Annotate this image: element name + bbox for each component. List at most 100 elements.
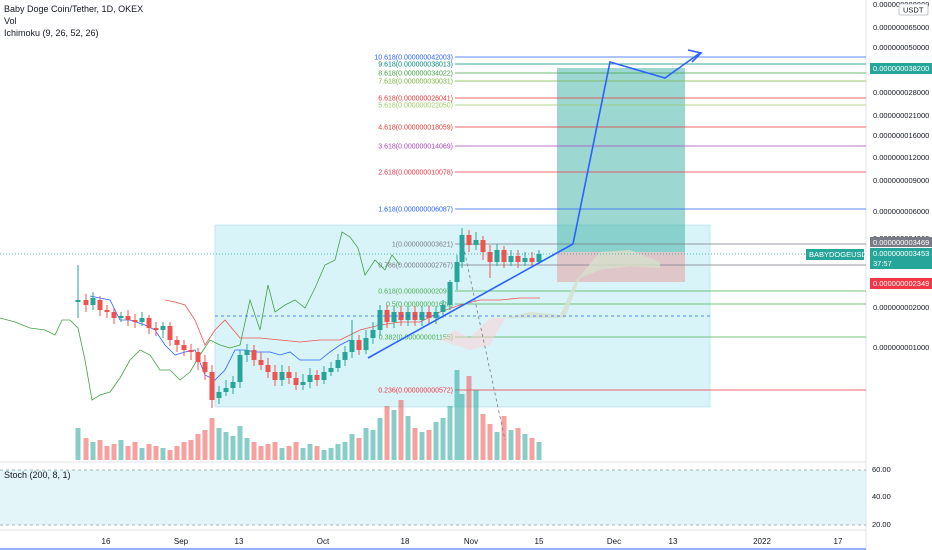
volume-bar <box>104 446 110 460</box>
volume-bar <box>125 446 131 460</box>
price-axis[interactable]: 0.0000000800000.0000000650000.0000000500… <box>873 0 929 352</box>
volume-label[interactable]: Vol <box>4 16 17 26</box>
candles[interactable] <box>75 228 542 408</box>
time-axis[interactable]: 16 Sep 13 Oct 18 Nov 15 Dec 13 2022 17 <box>102 537 843 546</box>
candle-body[interactable] <box>349 340 355 352</box>
price-tick: 0.000000050000 <box>873 43 929 52</box>
volume-bar <box>160 448 166 460</box>
ichimoku-label[interactable]: Ichimoku (9, 26, 52, 26) <box>4 28 99 38</box>
chart-title[interactable]: Baby Doge Coin/Tether, 1D, OKEX <box>4 4 144 14</box>
candle-body[interactable] <box>529 258 535 262</box>
candle-body[interactable] <box>90 298 96 305</box>
candle-body[interactable] <box>515 256 521 262</box>
volume-bar <box>335 444 341 460</box>
candle-body[interactable] <box>508 256 514 262</box>
volume-bar <box>244 438 250 460</box>
candle-body[interactable] <box>272 372 278 380</box>
candle-body[interactable] <box>265 365 271 372</box>
candle-body[interactable] <box>125 316 131 320</box>
candle-body[interactable] <box>223 388 229 392</box>
candle-body[interactable] <box>328 368 334 372</box>
currency-badge[interactable]: USDT <box>898 3 929 16</box>
candle-body[interactable] <box>216 392 222 398</box>
candle-body[interactable] <box>174 340 180 345</box>
candle-body[interactable] <box>132 320 138 322</box>
candle-body[interactable] <box>237 355 243 382</box>
volume-bar <box>480 414 486 460</box>
fib-level-label: 6.618(0.000000026041) <box>378 96 453 103</box>
candle-body[interactable] <box>522 258 528 262</box>
volume-bar <box>83 438 89 460</box>
candle-body[interactable] <box>342 352 348 360</box>
symbol-tag: BABYDOGEUSDT <box>806 249 872 260</box>
candle-body[interactable] <box>146 318 152 328</box>
candle-body[interactable] <box>321 372 327 380</box>
time-tick: 13 <box>235 537 244 546</box>
candle-body[interactable] <box>536 254 542 262</box>
candle-body[interactable] <box>335 360 341 368</box>
volume-bar <box>314 446 320 460</box>
candle-body[interactable] <box>83 300 89 305</box>
candle-body[interactable] <box>480 240 486 252</box>
candle-body[interactable] <box>307 375 313 382</box>
candle-body[interactable] <box>286 372 292 378</box>
candle-body[interactable] <box>454 262 460 282</box>
fib-level-label: 9.618(0.000000038013) <box>378 62 453 69</box>
candle-body[interactable] <box>181 345 187 350</box>
candle-body[interactable] <box>377 310 383 330</box>
candle-body[interactable] <box>440 305 446 312</box>
candle-body[interactable] <box>230 382 236 388</box>
candle-body[interactable] <box>97 300 103 310</box>
candle-body[interactable] <box>139 318 145 322</box>
candle-body[interactable] <box>75 300 81 302</box>
candle-body[interactable] <box>356 340 362 350</box>
candle-body[interactable] <box>258 360 264 365</box>
stoch-tick-40: 40.00 <box>872 492 891 501</box>
candle-body[interactable] <box>251 350 257 360</box>
candle-body[interactable] <box>501 250 507 262</box>
candle-body[interactable] <box>433 312 439 318</box>
candle-body[interactable] <box>314 375 320 380</box>
candle-body[interactable] <box>300 382 306 385</box>
candle-body[interactable] <box>391 312 397 322</box>
candle-body[interactable] <box>370 330 376 338</box>
volume-bar <box>132 442 138 460</box>
volume-bar <box>426 430 432 460</box>
candle-body[interactable] <box>209 372 215 400</box>
volume-bar <box>188 440 194 460</box>
candle-body[interactable] <box>188 350 194 352</box>
candle-body[interactable] <box>363 338 369 350</box>
candle-body[interactable] <box>466 235 472 245</box>
candle-body[interactable] <box>118 316 124 318</box>
volume-bar <box>251 442 257 460</box>
candle-body[interactable] <box>153 328 159 330</box>
stoch-label[interactable]: Stoch (200, 8, 1) <box>4 470 71 480</box>
candle-body[interactable] <box>447 282 453 305</box>
candle-body[interactable] <box>167 326 173 340</box>
dashed-projection[interactable] <box>461 239 506 441</box>
time-tick: 15 <box>535 537 544 546</box>
candle-body[interactable] <box>104 310 110 312</box>
volume-bar <box>405 416 411 460</box>
fib-extension-levels[interactable]: 10.618(0.000000042003)9.618(0.0000000380… <box>374 55 866 395</box>
candle-body[interactable] <box>279 372 285 380</box>
volume-bar <box>328 448 334 460</box>
candle-body[interactable] <box>384 310 390 322</box>
candle-body[interactable] <box>195 352 201 362</box>
candle-body[interactable] <box>487 252 493 262</box>
time-tick: 18 <box>401 537 410 546</box>
candle-body[interactable] <box>293 378 299 385</box>
projection-path[interactable] <box>572 52 701 245</box>
candle-body[interactable] <box>426 312 432 318</box>
volume-bar <box>473 390 479 460</box>
candle-body[interactable] <box>244 350 250 355</box>
ascending-trendline[interactable] <box>367 243 574 359</box>
candle-body[interactable] <box>160 326 166 330</box>
candle-body[interactable] <box>202 362 208 372</box>
candle-body[interactable] <box>459 235 465 262</box>
price-tick: 0.000000012000 <box>873 153 929 162</box>
candle-body[interactable] <box>473 240 479 245</box>
candle-body[interactable] <box>494 250 500 262</box>
candle-body[interactable] <box>111 312 117 318</box>
